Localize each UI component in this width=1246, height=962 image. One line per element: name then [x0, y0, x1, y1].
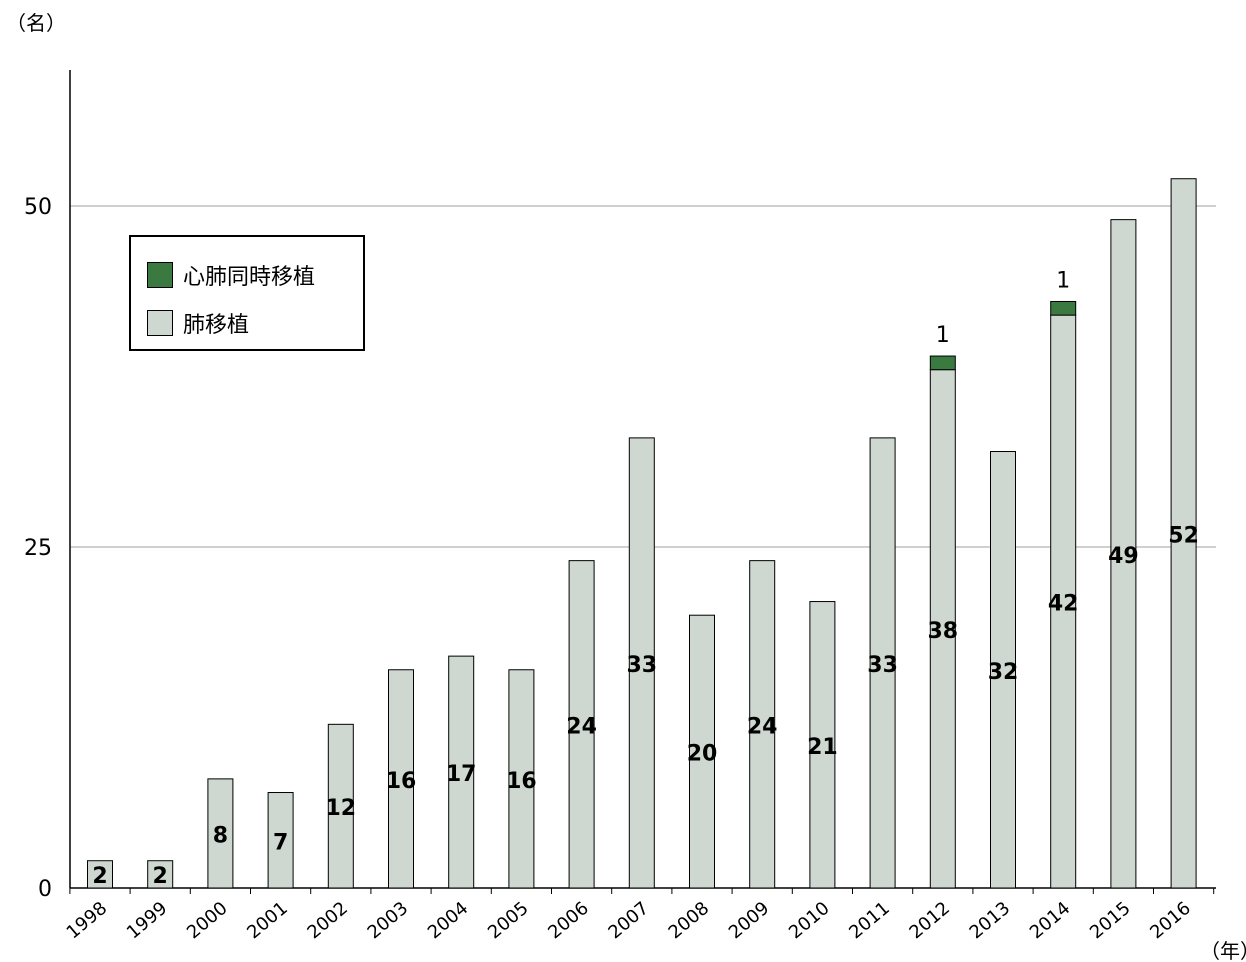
x-tick-label: 2012	[905, 898, 954, 944]
data-label-lung: 8	[213, 823, 228, 848]
legend-item-heart-lung: 心肺同時移植	[147, 259, 315, 291]
bar-lung-2013	[990, 451, 1016, 889]
data-label-lung: 52	[1168, 523, 1199, 548]
bar-heart-lung-2012	[929, 355, 956, 371]
data-label-heart-lung: 1	[936, 323, 950, 348]
y-unit-label: （名）	[6, 11, 66, 35]
bar-lung-2010	[809, 601, 836, 889]
bar-lung-2016	[1170, 178, 1197, 889]
data-label-lung: 16	[506, 769, 537, 794]
legend-item-lung: 肺移植	[147, 307, 249, 339]
legend-label-heart-lung: 心肺同時移植	[183, 265, 316, 290]
data-label-lung: 24	[747, 714, 778, 739]
bar-lung-2002	[327, 723, 354, 889]
legend-swatch-lung	[147, 310, 173, 336]
bar-heart-lung-2014	[1050, 300, 1077, 316]
data-label-heart-lung: 1	[1056, 268, 1070, 293]
data-label-lung: 20	[687, 742, 718, 767]
x-tick-label: 2013	[966, 898, 1015, 944]
bar-lung-2008	[689, 614, 715, 889]
bar-lung-2001	[267, 792, 294, 889]
x-tick-label: 2006	[544, 898, 593, 944]
data-label-lung: 17	[446, 762, 477, 787]
data-label-lung: 33	[626, 653, 657, 678]
bar-lung-2007	[628, 437, 655, 889]
data-label-lung: 2	[153, 864, 168, 889]
bar-lung-2005	[508, 669, 535, 889]
data-label-lung: 42	[1048, 592, 1079, 617]
x-tick-label: 1998	[63, 898, 112, 944]
data-label-lung: 24	[566, 714, 597, 739]
data-label-lung: 33	[867, 653, 898, 678]
x-tick-label: 2007	[604, 898, 653, 944]
x-tick-label: 2008	[665, 898, 714, 944]
data-label-lung: 7	[273, 830, 288, 855]
x-unit-label: （年）	[1200, 939, 1246, 962]
bar-lung-2009	[749, 560, 776, 889]
y-tick-label: 50	[24, 195, 52, 220]
x-tick-label: 1999	[123, 898, 172, 944]
x-tick-label: 2010	[785, 898, 834, 944]
data-label-lung: 32	[988, 660, 1019, 685]
x-tick-label: 2009	[725, 898, 774, 944]
y-tick-label: 0	[38, 877, 52, 902]
legend-swatch-heart-lung	[147, 262, 173, 288]
x-tick-label: 2014	[1026, 898, 1075, 944]
data-label-lung: 16	[386, 769, 417, 794]
x-tick-label: 2011	[845, 898, 894, 944]
bar-lung-2011	[869, 437, 896, 889]
legend-label-lung: 肺移植	[183, 313, 250, 338]
bar-lung-2006	[568, 560, 595, 889]
data-label-lung: 12	[325, 796, 356, 821]
data-label-lung: 2	[92, 864, 107, 889]
x-tick-label: 2015	[1086, 898, 1135, 944]
y-tick-label: 25	[24, 536, 52, 561]
x-tick-label: 2005	[484, 898, 533, 944]
bar-lung-2014	[1050, 314, 1077, 889]
bar-lung-2004	[448, 655, 475, 889]
data-label-lung: 49	[1108, 544, 1139, 569]
data-label-lung: 38	[927, 619, 958, 644]
x-tick-label: 2001	[243, 898, 292, 944]
x-tick-label: 2002	[303, 898, 352, 944]
legend: 心肺同時移植 肺移植	[129, 235, 365, 351]
data-label-lung: 21	[807, 735, 838, 760]
x-tick-label: 2003	[364, 898, 413, 944]
x-tick-label: 2016	[1146, 898, 1195, 944]
bar-lung-2015	[1110, 219, 1137, 889]
bar-lung-1998	[87, 860, 113, 889]
bar-lung-1999	[147, 860, 174, 889]
x-tick-label: 2000	[183, 898, 232, 944]
bar-lung-2000	[207, 778, 234, 889]
bar-lung-2003	[388, 669, 414, 889]
x-tick-label: 2004	[424, 898, 473, 944]
bar-lung-2012	[929, 369, 956, 889]
